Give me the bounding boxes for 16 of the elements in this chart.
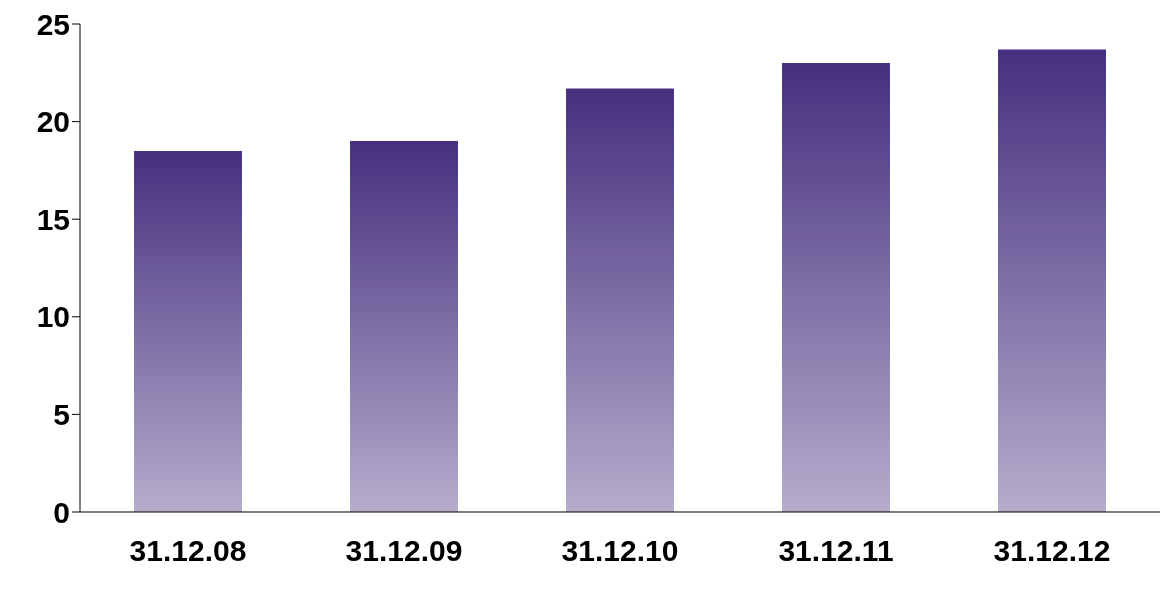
bar bbox=[566, 88, 674, 512]
x-tick-label: 31.12.12 bbox=[993, 534, 1111, 568]
y-tick-label: 0 bbox=[53, 495, 70, 529]
y-tick-label: 15 bbox=[36, 202, 70, 236]
y-tick-label: 5 bbox=[53, 398, 70, 432]
x-tick-label: 31.12.10 bbox=[561, 534, 679, 568]
x-tick-label: 31.12.08 bbox=[129, 534, 247, 568]
y-tick-label: 25 bbox=[36, 7, 70, 41]
x-tick-label: 31.12.11 bbox=[778, 534, 894, 568]
x-tick-label: 31.12.09 bbox=[345, 534, 463, 568]
bar bbox=[134, 150, 242, 512]
bar bbox=[998, 49, 1106, 512]
bar bbox=[350, 141, 458, 512]
bar bbox=[782, 63, 890, 512]
y-tick-label: 10 bbox=[36, 300, 70, 334]
y-tick-label: 20 bbox=[36, 105, 70, 139]
